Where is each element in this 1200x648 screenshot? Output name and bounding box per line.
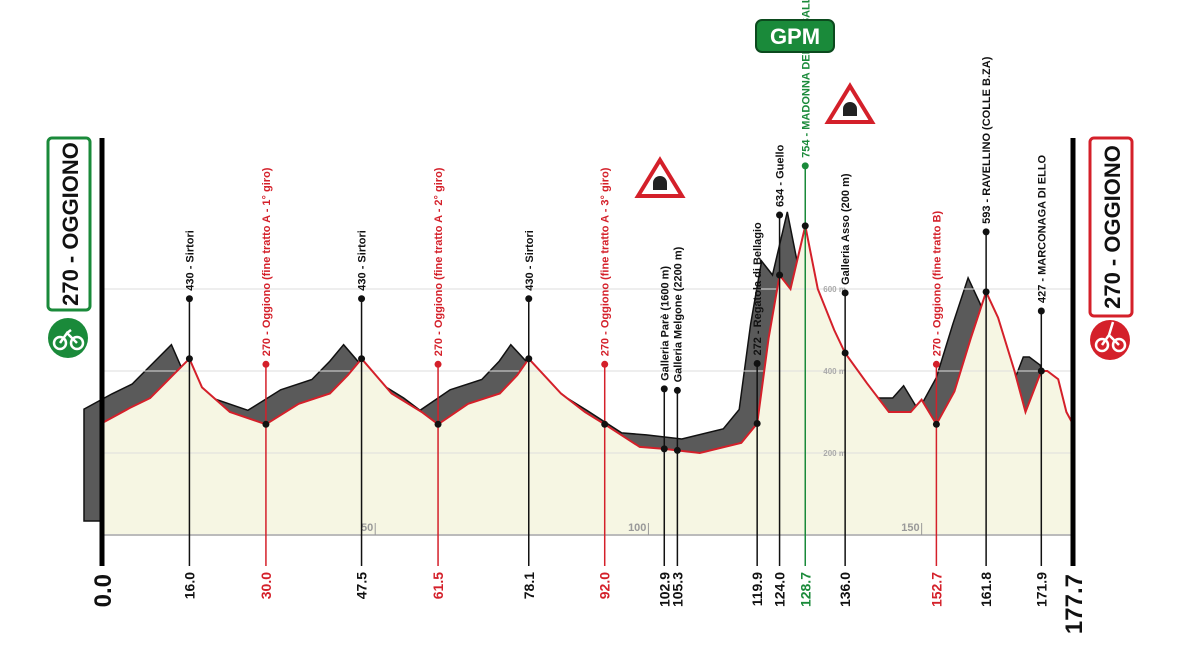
km-label: 92.0 bbox=[597, 572, 613, 599]
waypoint-dot bbox=[434, 360, 442, 368]
finish-label: 270 - OGGIONO bbox=[1100, 145, 1125, 309]
km-label: 171.9 bbox=[1033, 572, 1049, 607]
waypoint-dot bbox=[841, 349, 849, 357]
km-label: 136.0 bbox=[837, 572, 853, 607]
waypoint-dot bbox=[185, 295, 193, 303]
waypoint-dot bbox=[660, 445, 668, 453]
start-box bbox=[46, 136, 92, 312]
waypoint-label: 270 - Oggiono (fine tratto B) bbox=[931, 211, 943, 357]
waypoint-dot bbox=[673, 446, 681, 454]
waypoint-dot bbox=[673, 386, 681, 394]
waypoint-label: 634 - Guello bbox=[775, 144, 787, 207]
waypoint-label: 270 - Oggiono (fine tratto A - 3° giro) bbox=[600, 167, 612, 356]
km-label: 161.8 bbox=[978, 572, 994, 607]
waypoint-label: Galleria Melgone (2200 m) bbox=[672, 246, 684, 382]
waypoint-dot bbox=[601, 420, 609, 428]
waypoint-label: Galleria Parè (1600 m) bbox=[659, 266, 671, 381]
y-tick-label: 400 m bbox=[823, 367, 846, 376]
km-label: 61.5 bbox=[430, 572, 446, 599]
y-tick-label: 200 m bbox=[823, 449, 846, 458]
waypoint-dot bbox=[262, 360, 270, 368]
waypoint-label: 430 - Sirtori bbox=[184, 230, 196, 291]
waypoint-label: 272 - Regatola di Bellagio bbox=[752, 222, 764, 356]
profile-line bbox=[101, 225, 1074, 455]
km-label: 16.0 bbox=[181, 572, 197, 599]
waypoint-dot bbox=[660, 385, 668, 393]
waypoint-label: 427 - MARCONAGA DI ELLO bbox=[1036, 154, 1048, 303]
km-label: 152.7 bbox=[928, 572, 944, 607]
bike-icon bbox=[52, 329, 85, 351]
waypoint-label: 270 - Oggiono (fine tratto A - 1° giro) bbox=[261, 167, 273, 356]
waypoint-dot bbox=[801, 162, 809, 170]
waypoint-label: 270 - Oggiono (fine tratto A - 2° giro) bbox=[433, 167, 445, 356]
waypoint-dot bbox=[841, 289, 849, 297]
gpm-label: GPM bbox=[770, 24, 820, 49]
waypoint-dot bbox=[601, 360, 609, 368]
profile-area: 200 m 400 m 600 m bbox=[83, 211, 1074, 535]
waypoint-dot bbox=[1037, 307, 1045, 315]
waypoint-dot bbox=[753, 419, 761, 427]
waypoint-dot bbox=[982, 228, 990, 236]
x-tick-label: 150 bbox=[901, 522, 919, 534]
waypoint-dot bbox=[1037, 367, 1045, 375]
end-km-label: 0.0 bbox=[90, 574, 117, 607]
waypoint-dot bbox=[525, 355, 533, 363]
waypoint-dot bbox=[185, 355, 193, 363]
waypoint-label: 593 - RAVELLINO (COLLE B.ZA) bbox=[981, 56, 993, 224]
start-label: 270 - OGGIONO bbox=[58, 142, 83, 306]
waypoint-dot bbox=[434, 420, 442, 428]
waypoint-dot bbox=[801, 222, 809, 230]
waypoint-dot bbox=[358, 355, 366, 363]
km-label: 30.0 bbox=[258, 572, 274, 599]
waypoint-dot bbox=[776, 211, 784, 219]
tunnel-sign bbox=[824, 82, 876, 124]
km-label: 105.3 bbox=[669, 572, 685, 607]
waypoint-label: Galleria Asso (200 m) bbox=[840, 173, 852, 285]
profile-fill bbox=[102, 225, 1073, 535]
waypoint-dot bbox=[982, 288, 990, 296]
tunnel-sign bbox=[634, 156, 686, 198]
km-label: 47.5 bbox=[354, 572, 370, 599]
km-label: 78.1 bbox=[521, 572, 537, 599]
x-tick-label: 100 bbox=[628, 522, 646, 534]
finish-box bbox=[1088, 136, 1134, 318]
y-tick-label: 600 m bbox=[823, 285, 846, 294]
km-label: 124.0 bbox=[772, 572, 788, 607]
waypoint-lines: 50 100 150 0.0 177.7 430 - Sirtori 16.0 270 - O… bbox=[90, 0, 1088, 634]
waypoint-dot bbox=[525, 295, 533, 303]
waypoint-dot bbox=[776, 271, 784, 279]
waypoint-dot bbox=[753, 359, 761, 367]
km-label: 102.9 bbox=[656, 572, 672, 607]
end-km-label: 177.7 bbox=[1061, 574, 1088, 634]
waypoint-label: 430 - Sirtori bbox=[524, 230, 536, 291]
km-label: 128.7 bbox=[797, 572, 813, 607]
waypoint-dot bbox=[932, 360, 940, 368]
waypoint-dot bbox=[932, 420, 940, 428]
waypoint-label: 430 - Sirtori bbox=[357, 230, 369, 291]
waypoint-dot bbox=[358, 295, 366, 303]
bike-icon bbox=[1094, 321, 1127, 353]
waypoint-dot bbox=[262, 420, 270, 428]
km-label: 119.9 bbox=[749, 572, 765, 606]
x-tick-label: 50 bbox=[361, 522, 373, 534]
gpm-badge bbox=[755, 19, 835, 53]
